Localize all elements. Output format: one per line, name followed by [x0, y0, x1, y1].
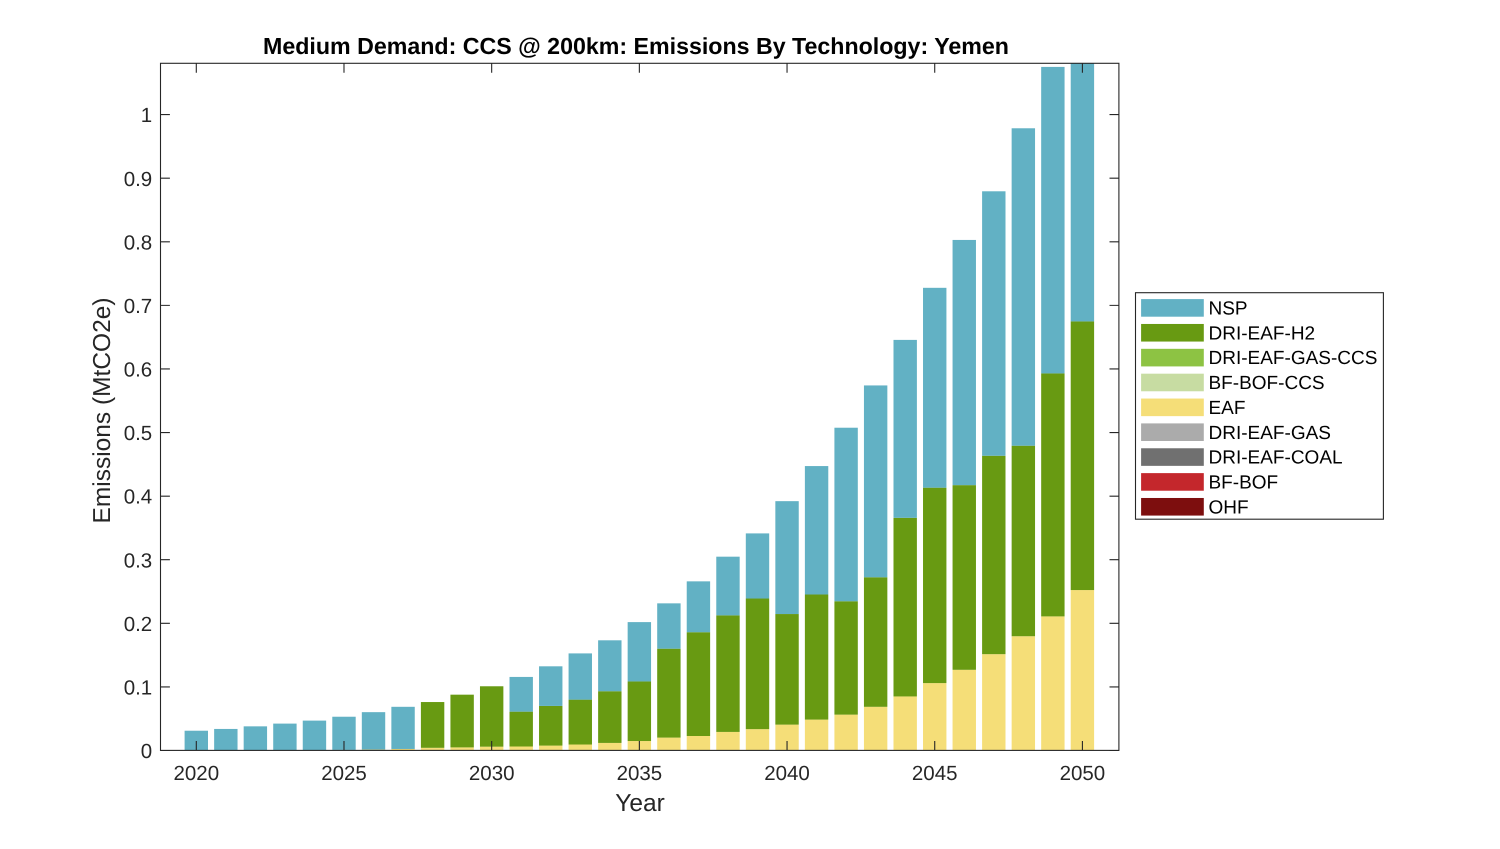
svg-text:0.8: 0.8	[124, 231, 153, 254]
svg-text:0.9: 0.9	[124, 168, 153, 191]
svg-text:Emissions (MtCO2e): Emissions (MtCO2e)	[89, 298, 116, 524]
svg-text:EAF: EAF	[1209, 398, 1246, 419]
svg-text:2020: 2020	[173, 762, 219, 785]
svg-text:2045: 2045	[912, 762, 958, 785]
svg-text:DRI-EAF-H2: DRI-EAF-H2	[1209, 323, 1316, 344]
svg-text:Medium Demand: CCS @ 200km: Em: Medium Demand: CCS @ 200km: Emissions By…	[263, 33, 1009, 59]
svg-text:0.6: 0.6	[124, 359, 153, 382]
svg-text:2035: 2035	[617, 762, 663, 785]
svg-text:0.5: 0.5	[124, 422, 153, 445]
svg-text:DRI-EAF-COAL: DRI-EAF-COAL	[1209, 448, 1343, 469]
svg-text:2030: 2030	[469, 762, 515, 785]
svg-text:BF-BOF: BF-BOF	[1209, 473, 1279, 494]
svg-text:Year: Year	[615, 790, 665, 817]
svg-text:0.7: 0.7	[124, 295, 153, 318]
svg-text:2025: 2025	[321, 762, 367, 785]
svg-text:2050: 2050	[1060, 762, 1106, 785]
svg-text:0.3: 0.3	[124, 549, 153, 572]
svg-text:0.2: 0.2	[124, 613, 153, 636]
svg-text:2040: 2040	[764, 762, 810, 785]
svg-text:NSP: NSP	[1209, 299, 1248, 320]
svg-text:DRI-EAF-GAS-CCS: DRI-EAF-GAS-CCS	[1209, 348, 1378, 369]
svg-text:OHF: OHF	[1209, 497, 1249, 518]
svg-text:1: 1	[141, 104, 152, 127]
svg-text:0: 0	[141, 740, 152, 763]
svg-text:0.1: 0.1	[124, 677, 153, 700]
svg-text:BF-BOF-CCS: BF-BOF-CCS	[1209, 373, 1325, 394]
svg-text:DRI-EAF-GAS: DRI-EAF-GAS	[1209, 423, 1331, 444]
svg-text:0.4: 0.4	[124, 486, 153, 509]
